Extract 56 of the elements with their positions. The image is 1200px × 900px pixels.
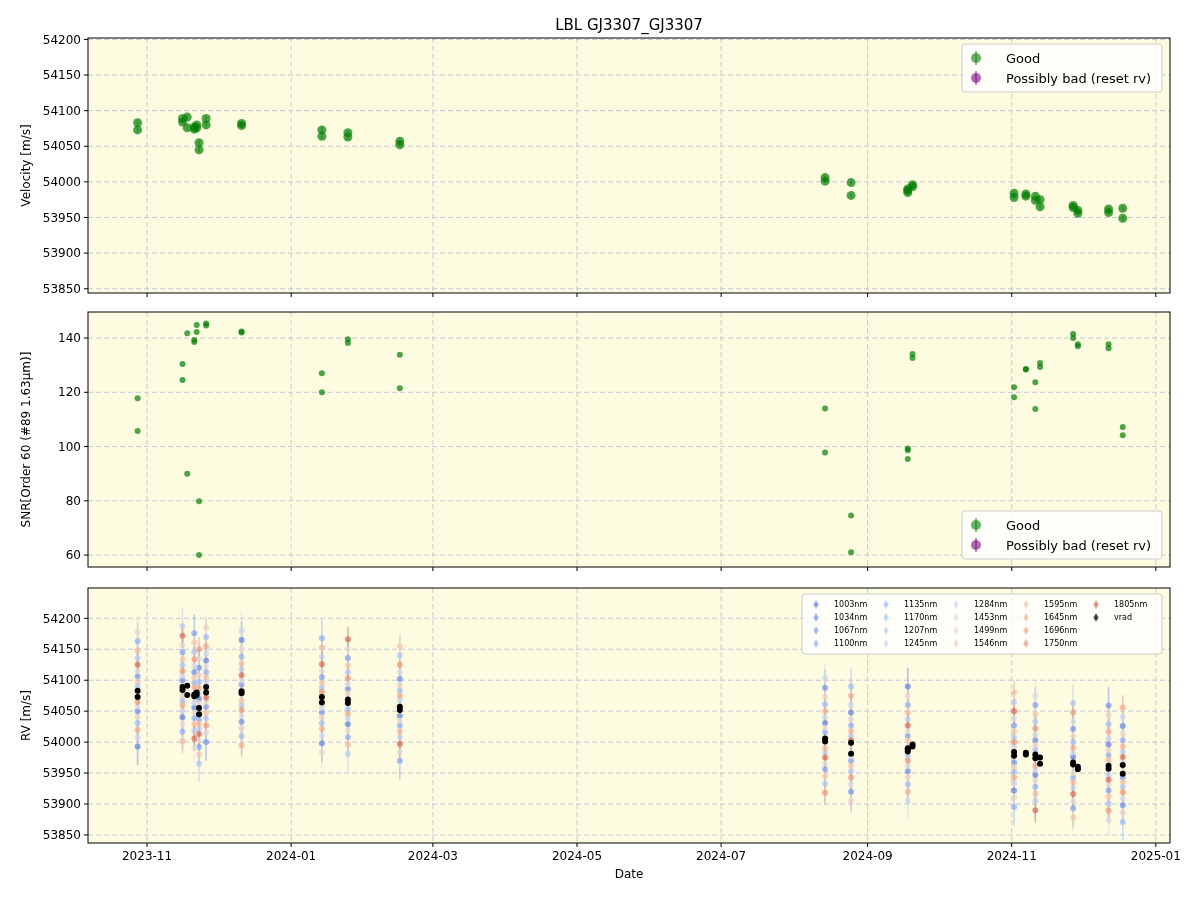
x-tick-label: 2024-07: [696, 849, 747, 863]
y-tick-label: 53900: [42, 246, 81, 261]
legend-label: Possibly bad (reset rv): [1006, 537, 1152, 553]
x-tick-label: 2024-11: [986, 849, 1037, 863]
x-tick-label: 2024-01: [266, 849, 317, 863]
legend-label: 1750nm: [1044, 639, 1078, 649]
legend-label: 1595nm: [1044, 600, 1078, 610]
legend-label: 1003nm: [834, 600, 868, 610]
y-tick-label: 80: [65, 494, 81, 509]
y-tick-label: 53850: [42, 281, 81, 296]
legend-label: 1453nm: [974, 613, 1008, 623]
y-tick-label: 54000: [42, 735, 81, 750]
y-tick-label: 54050: [42, 704, 81, 719]
legend-label: 1135nm: [904, 600, 938, 610]
y-axis-title: SNR[Order 60 (#89 1.63μm)]: [19, 351, 33, 528]
y-axis-title: RV [m/s]: [19, 689, 33, 742]
y-tick-label: 54200: [42, 32, 81, 47]
legend-label: Good: [1006, 517, 1041, 533]
x-tick-label: 2024-05: [551, 849, 603, 863]
y-tick-label: 53850: [42, 828, 81, 843]
legend-label: 1100nm: [834, 639, 868, 649]
x-tick-label: 2024-09: [842, 849, 893, 863]
legend-label: Good: [1006, 50, 1041, 66]
y-tick-label: 54100: [42, 103, 81, 118]
legend-label: 1284nm: [974, 600, 1008, 610]
legend-label: 1696nm: [1044, 626, 1078, 636]
x-axis-title: Date: [614, 867, 644, 881]
chart-title: LBL GJ3307_GJ3307: [555, 16, 703, 35]
legend-label: 1499nm: [974, 626, 1008, 636]
y-tick-label: 53950: [42, 210, 81, 225]
legend-label: 1067nm: [834, 626, 868, 636]
legend-label: 1245nm: [904, 639, 938, 649]
y-axis-title: Velocity [m/s]: [19, 124, 33, 207]
y-tick-label: 53950: [42, 766, 81, 781]
x-tick-label: 2025-01: [1130, 849, 1181, 863]
legend-label: 1170nm: [904, 613, 938, 623]
y-tick-label: 54200: [42, 611, 81, 626]
legend-label: 1645nm: [1044, 613, 1078, 623]
y-tick-label: 54150: [42, 68, 81, 83]
legend-label: 1546nm: [974, 639, 1008, 649]
y-tick-label: 54000: [42, 175, 81, 190]
legend-label: Possibly bad (reset rv): [1006, 70, 1152, 86]
x-tick-label: 2024-03: [407, 849, 458, 863]
y-tick-label: 60: [65, 548, 81, 563]
y-tick-label: 54150: [42, 642, 81, 657]
x-tick-label: 2023-11: [121, 849, 173, 863]
y-tick-label: 54050: [42, 139, 81, 154]
legend-label: vrad: [1114, 613, 1133, 623]
y-tick-label: 140: [58, 331, 81, 346]
y-tick-label: 53900: [42, 797, 81, 812]
legend-label: 1034nm: [834, 613, 868, 623]
y-tick-label: 54100: [42, 673, 81, 688]
legend-label: 1805nm: [1114, 600, 1148, 610]
y-tick-label: 120: [58, 385, 81, 400]
legend-label: 1207nm: [904, 626, 938, 636]
y-tick-label: 100: [58, 439, 81, 454]
